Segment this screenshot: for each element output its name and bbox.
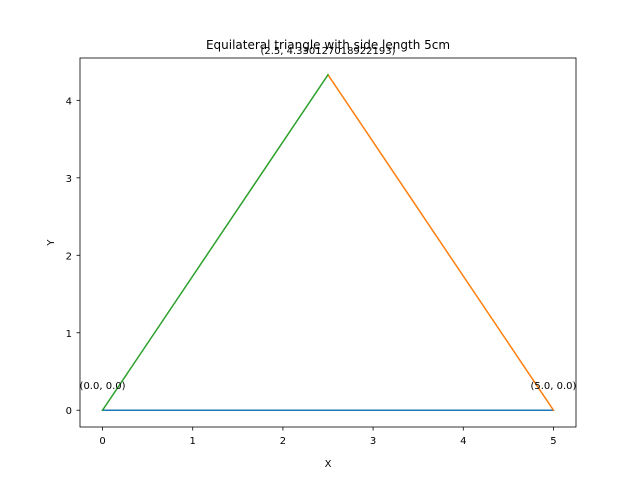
annotation-label-3: (2.5, 4.330127018922193) (260, 46, 395, 57)
y-axis-label: Y (46, 239, 57, 247)
y-tick-label: 1 (66, 329, 72, 340)
x-tick-label: 1 (190, 436, 196, 447)
y-tick-label: 4 (66, 96, 72, 107)
plot-frame (79, 57, 577, 428)
chart-title: Equilateral triangle with side length 5c… (206, 38, 450, 52)
series-line-3 (101, 73, 330, 412)
annotation-label-1: (0.0, 0.0) (80, 381, 126, 392)
x-tick-label: 5 (550, 436, 556, 447)
series-layer (101, 73, 555, 412)
y-tick-label: 2 (66, 251, 72, 262)
y-tick-label: 3 (66, 174, 72, 185)
x-tick-label: 3 (370, 436, 376, 447)
x-tick-label: 0 (99, 436, 105, 447)
axes-layer: 0 1 2 3 4 5 0 1 2 3 4 (66, 57, 577, 447)
annotation-label-2: (5.0, 0.0) (530, 381, 576, 392)
x-axis-label: X (325, 459, 332, 470)
annotation-layer: (0.0, 0.0) (5.0, 0.0) (2.5, 4.330127018922… (80, 46, 577, 392)
series-line-2 (326, 73, 555, 412)
y-tick-label: 0 (66, 406, 72, 417)
x-tick-label: 4 (460, 436, 466, 447)
x-tick-label: 2 (280, 436, 286, 447)
